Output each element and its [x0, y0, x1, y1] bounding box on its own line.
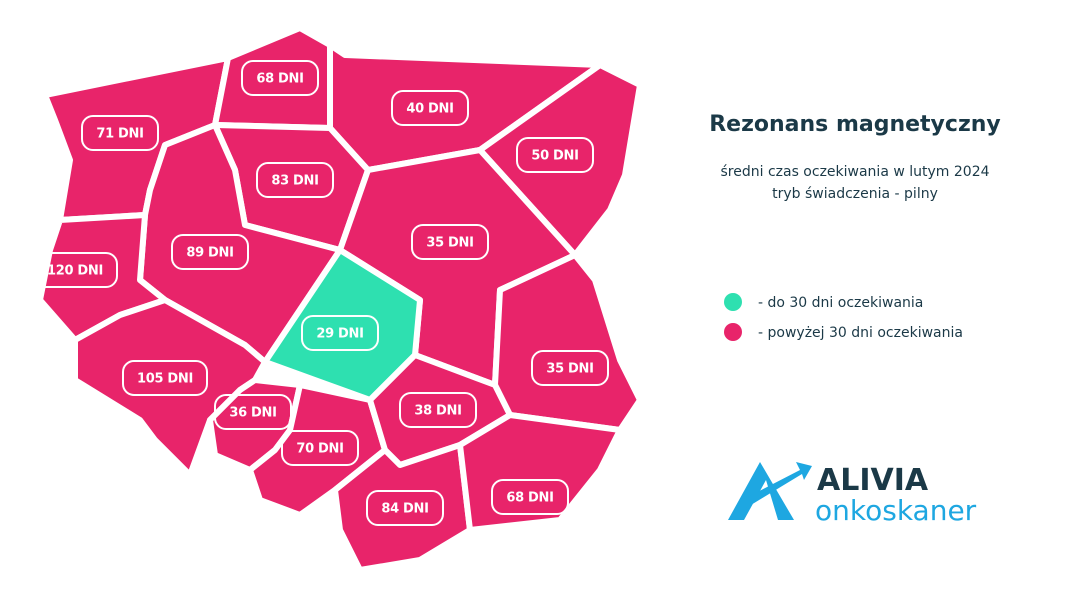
region-label: 50 DNI: [531, 149, 578, 164]
legend: - do 30 dni oczekiwania - powyżej 30 dni…: [724, 293, 963, 341]
title: Rezonans magnetyczny: [709, 112, 1001, 137]
region-label: 83 DNI: [271, 174, 318, 189]
subtitle: średni czas oczekiwania w lutym 2024: [720, 164, 989, 180]
label-box: [241, 60, 319, 96]
region-label: 84 DNI: [381, 502, 428, 517]
region-label: 36 DNI: [229, 406, 276, 421]
logo-icon: [728, 462, 794, 520]
label-box: [531, 350, 609, 386]
logo-name: ALIVIA: [817, 463, 929, 498]
label-box: [214, 394, 292, 430]
label-box: [122, 360, 208, 396]
region-label: 89 DNI: [186, 246, 233, 261]
label-box: [399, 392, 477, 428]
region-label: 70 DNI: [296, 442, 343, 457]
legend-label: - powyżej 30 dni oczekiwania: [758, 325, 963, 341]
label-box: [366, 490, 444, 526]
label-box: [81, 115, 159, 151]
region-label: 68 DNI: [256, 72, 303, 87]
logo: ALIVIA onkoskaner: [728, 462, 977, 527]
label-box: [391, 90, 469, 126]
label-box: [301, 315, 379, 351]
logo-arrow: [742, 462, 812, 508]
subtitle: tryb świadczenia - pilny: [772, 186, 938, 202]
legend-label: - do 30 dni oczekiwania: [758, 295, 923, 311]
label-box: [411, 224, 489, 260]
label-box: [516, 137, 594, 173]
logo-tagline: onkoskaner: [815, 494, 977, 527]
label-box: [491, 479, 569, 515]
region-label: 35 DNI: [426, 236, 473, 251]
region-label: 29 DNI: [316, 327, 363, 342]
region-label: 120 DNI: [47, 264, 103, 279]
legend-swatch: [724, 293, 742, 311]
region-label: 68 DNI: [506, 491, 553, 506]
label-box: [281, 430, 359, 466]
region: [492, 252, 643, 433]
region-label: 40 DNI: [406, 102, 453, 117]
region-label: 71 DNI: [96, 127, 143, 142]
region: [457, 412, 623, 533]
map: [37, 25, 643, 573]
label-box: [256, 162, 334, 198]
label-box: [32, 252, 118, 288]
region-label: 38 DNI: [414, 404, 461, 419]
legend-swatch: [724, 323, 742, 341]
region-label: 35 DNI: [546, 362, 593, 377]
label-box: [171, 234, 249, 270]
region-label: 105 DNI: [137, 372, 193, 387]
